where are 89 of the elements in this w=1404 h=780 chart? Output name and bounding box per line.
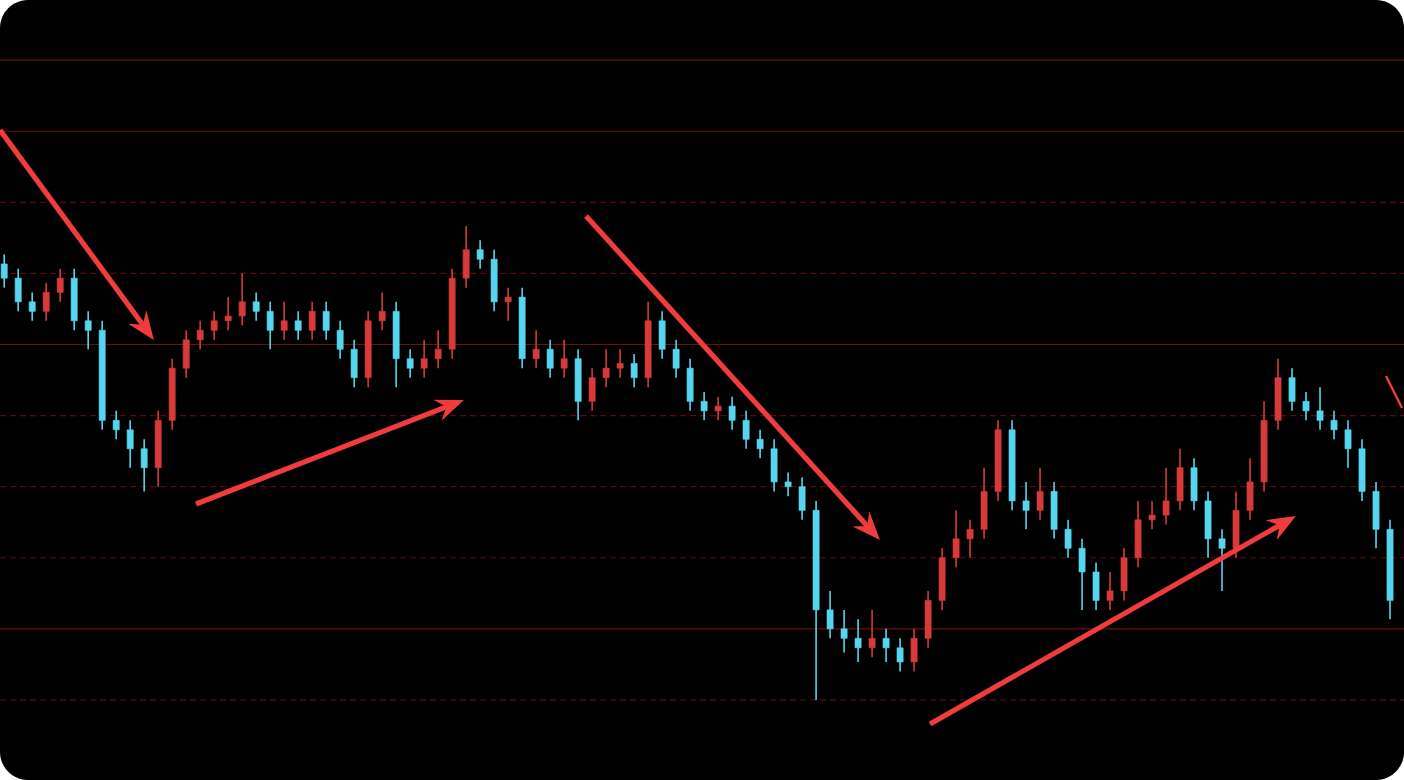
candlestick: [1344, 419, 1352, 469]
candlestick: [658, 310, 666, 360]
candlestick: [266, 301, 274, 351]
candlestick: [1246, 457, 1254, 521]
candlestick: [1330, 410, 1338, 441]
candlestick: [938, 547, 946, 611]
candlestick: [1092, 561, 1100, 611]
candlestick: [910, 628, 918, 673]
candlestick: [1162, 466, 1170, 526]
candlestick: [1218, 528, 1226, 592]
candlestick: [882, 628, 890, 663]
candlestick: [1232, 490, 1240, 559]
candlestick: [574, 348, 582, 422]
candlestick: [280, 301, 288, 341]
candlestick: [308, 301, 316, 341]
candlestick: [322, 301, 330, 341]
candlestick: [1358, 438, 1366, 502]
candlestick: [1036, 466, 1044, 521]
candlestick: [420, 338, 428, 379]
candlestick: [336, 320, 344, 360]
candlestick: [210, 310, 218, 341]
candlestick: [952, 509, 960, 569]
candlestick: [924, 590, 932, 649]
candlestick: [1120, 547, 1128, 602]
candlestick: [854, 618, 862, 663]
candlestick: [434, 329, 442, 369]
candlestick: [112, 410, 120, 441]
candlestick: [966, 519, 974, 559]
candlestick: [224, 296, 232, 332]
candlestick: [560, 338, 568, 379]
candlestick: [546, 338, 554, 379]
candlestick: [630, 353, 638, 388]
candlestick: [1050, 481, 1058, 540]
candlestick: [672, 338, 680, 379]
candlestick: [1134, 500, 1142, 569]
candlestick: [1064, 519, 1072, 559]
candlestick: [826, 590, 834, 640]
candlestick: [476, 239, 484, 270]
candlestick: [504, 286, 512, 322]
candlestick: [1274, 357, 1282, 431]
candlestick: [126, 419, 134, 469]
candlestick: [784, 471, 792, 497]
candlestick: [238, 272, 246, 327]
candlestick: [616, 348, 624, 379]
candlestick: [252, 291, 260, 322]
candlestick: [1316, 386, 1324, 431]
candlestick: [728, 395, 736, 431]
candlestick: [182, 329, 190, 379]
candlestick: [350, 338, 358, 388]
candlestick: [1106, 571, 1114, 611]
candlestick: [980, 466, 988, 540]
candlestick: [0, 253, 8, 289]
candlestick: [742, 410, 750, 450]
candlestick: [196, 320, 204, 351]
candlestick: [1190, 457, 1198, 512]
candlestick: [798, 476, 806, 521]
candlestick: [896, 637, 904, 673]
candlestick: [1078, 538, 1086, 611]
candlestick: [602, 348, 610, 388]
candlestick: [532, 329, 540, 369]
candlestick: [1288, 367, 1296, 412]
candlestick: [770, 438, 778, 493]
candlestick: [84, 310, 92, 351]
candlestick: [588, 367, 596, 412]
candlestick: [1148, 500, 1156, 531]
candlestick: [714, 395, 722, 422]
candlestick: [140, 438, 148, 493]
candlestick: [1372, 481, 1380, 550]
candlestick: [840, 609, 848, 654]
candlestick: [1302, 391, 1310, 422]
candlestick: [1204, 490, 1212, 559]
candlestick: [14, 267, 22, 313]
candlestick: [1176, 447, 1184, 512]
candlestick: [392, 301, 400, 388]
candlestick: [70, 267, 78, 332]
candlestick: [406, 348, 414, 379]
candlestick: [378, 291, 386, 332]
candlestick: [868, 609, 876, 659]
candlestick: [462, 225, 470, 289]
candlestick: [756, 429, 764, 460]
candlestick: [154, 410, 162, 488]
candlestick: [700, 391, 708, 422]
candlestick: [490, 248, 498, 313]
candlestick: [686, 357, 694, 412]
candlestick: [28, 291, 36, 322]
candlestick: [42, 282, 50, 322]
candlestick: [56, 267, 64, 303]
candlestick: [294, 310, 302, 341]
candlestick: [1022, 481, 1030, 531]
